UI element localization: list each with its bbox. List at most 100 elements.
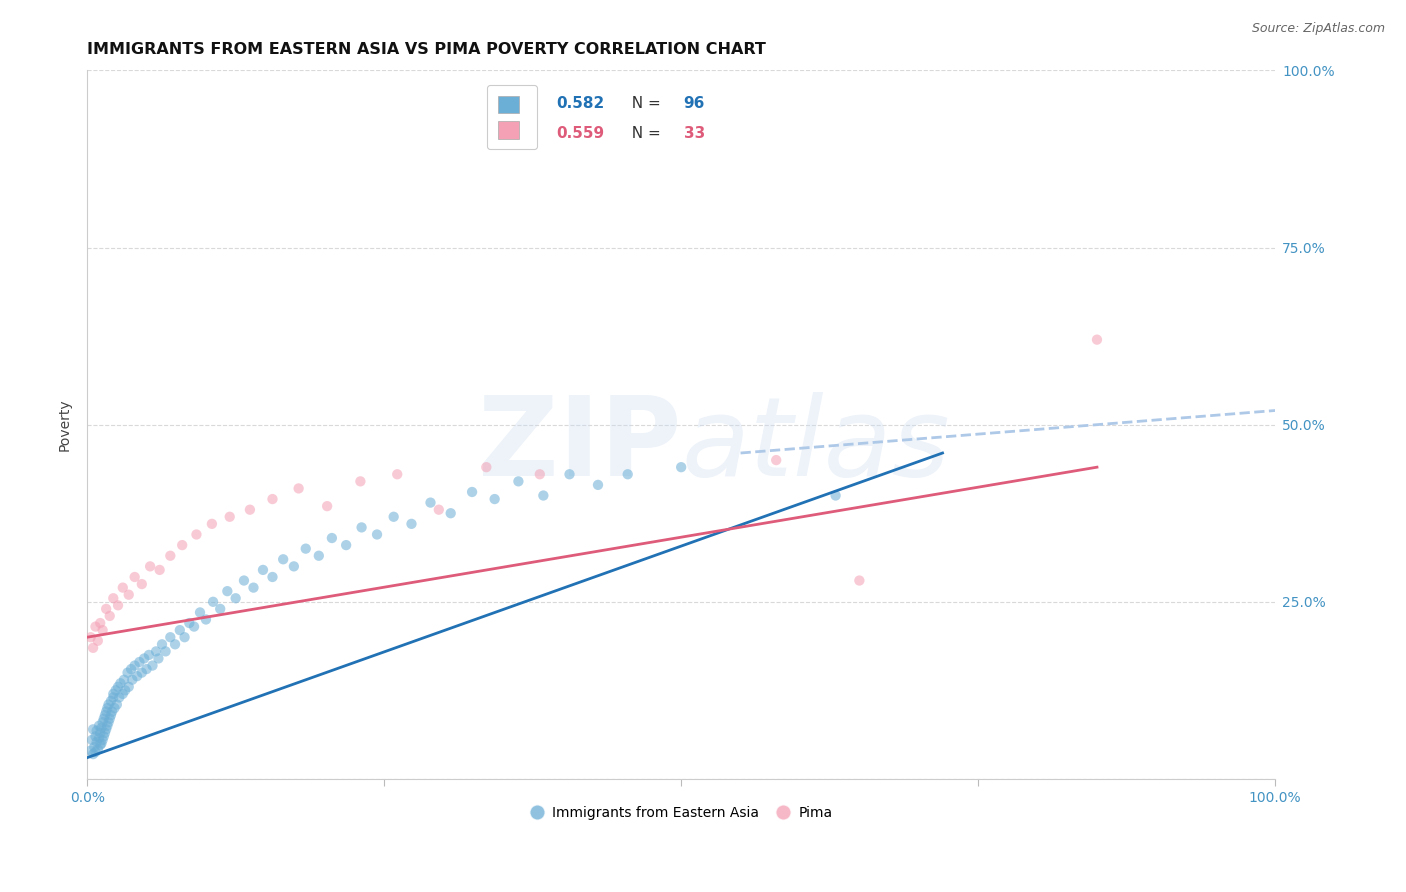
Point	[98, 609, 121, 624]
Point	[173, 630, 195, 644]
Point	[124, 658, 146, 673]
Point	[233, 574, 256, 588]
Point	[242, 581, 264, 595]
Point	[120, 662, 142, 676]
Point	[217, 584, 239, 599]
Point	[101, 705, 124, 719]
Point	[616, 467, 638, 482]
Point	[93, 730, 115, 744]
Point	[150, 637, 173, 651]
Point	[321, 531, 343, 545]
Point	[824, 489, 846, 503]
Point	[96, 719, 118, 733]
Point	[90, 737, 112, 751]
Point	[669, 460, 692, 475]
Point	[475, 460, 498, 475]
Point	[103, 687, 125, 701]
Point	[440, 506, 463, 520]
Point	[91, 623, 114, 637]
Point	[149, 563, 172, 577]
Point	[107, 599, 129, 613]
Point	[419, 495, 441, 509]
Point	[100, 708, 122, 723]
Point	[148, 651, 170, 665]
Point	[252, 563, 274, 577]
Point	[294, 541, 316, 556]
Point	[110, 676, 132, 690]
Text: 33: 33	[683, 127, 704, 141]
Point	[128, 655, 150, 669]
Point	[125, 669, 148, 683]
Point	[131, 665, 153, 680]
Point	[121, 673, 143, 687]
Point	[225, 591, 247, 606]
Point	[111, 687, 134, 701]
Text: Source: ZipAtlas.com: Source: ZipAtlas.com	[1251, 22, 1385, 36]
Point	[104, 683, 127, 698]
Point	[159, 549, 181, 563]
Point	[90, 721, 112, 735]
Point	[80, 743, 103, 757]
Point	[80, 733, 103, 747]
Point	[89, 738, 111, 752]
Point	[531, 489, 554, 503]
Point	[387, 467, 409, 482]
Y-axis label: Poverty: Poverty	[58, 399, 72, 451]
Point	[89, 726, 111, 740]
Point	[1085, 333, 1108, 347]
Point	[188, 606, 211, 620]
Point	[97, 715, 120, 730]
Point	[202, 595, 225, 609]
Point	[100, 694, 122, 708]
Point	[94, 726, 117, 740]
Point	[96, 723, 118, 737]
Point	[80, 630, 103, 644]
Text: N =: N =	[621, 127, 665, 141]
Point	[112, 673, 135, 687]
Text: R =: R =	[503, 127, 536, 141]
Point	[139, 559, 162, 574]
Point	[87, 742, 110, 756]
Point	[96, 602, 118, 616]
Point	[159, 630, 181, 644]
Point	[194, 613, 217, 627]
Point	[91, 715, 114, 730]
Point	[93, 712, 115, 726]
Point	[508, 475, 530, 489]
Text: 0.582: 0.582	[557, 95, 605, 111]
Point	[271, 552, 294, 566]
Point	[239, 502, 262, 516]
Point	[134, 651, 156, 665]
Point	[145, 644, 167, 658]
Point	[335, 538, 357, 552]
Point	[283, 559, 305, 574]
Text: 96: 96	[683, 95, 704, 111]
Legend: Immigrants from Eastern Asia, Pima: Immigrants from Eastern Asia, Pima	[524, 800, 838, 825]
Point	[86, 723, 108, 738]
Point	[529, 467, 551, 482]
Point	[84, 745, 107, 759]
Point	[114, 683, 136, 698]
Point	[84, 730, 107, 744]
Point	[97, 698, 120, 712]
Point	[382, 509, 405, 524]
Point	[218, 509, 240, 524]
Point	[91, 733, 114, 747]
Point	[308, 549, 330, 563]
Point	[172, 538, 194, 552]
Point	[427, 502, 450, 516]
Point	[131, 577, 153, 591]
Point	[586, 478, 609, 492]
Point	[103, 701, 125, 715]
Point	[107, 680, 129, 694]
Text: R =: R =	[503, 95, 536, 111]
Point	[111, 581, 134, 595]
Point	[401, 516, 423, 531]
Point	[169, 623, 191, 637]
Point	[316, 499, 339, 513]
Point	[461, 485, 484, 500]
Point	[350, 520, 373, 534]
Point	[262, 491, 284, 506]
Point	[484, 491, 506, 506]
Text: atlas: atlas	[681, 392, 950, 500]
